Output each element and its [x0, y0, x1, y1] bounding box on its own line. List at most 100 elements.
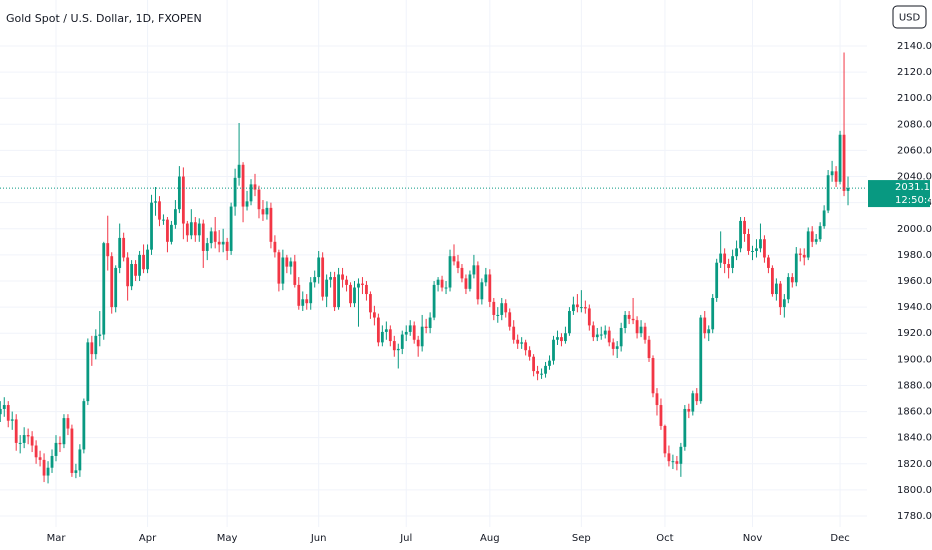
candle-body: [739, 220, 742, 249]
candle-body: [392, 341, 396, 351]
candle-body: [317, 257, 321, 278]
candle-body: [615, 346, 619, 349]
candle-body: [723, 253, 727, 265]
candle-body: [197, 223, 201, 236]
candle-body: [380, 331, 384, 343]
candle-body: [110, 256, 114, 308]
candle-body: [432, 284, 436, 318]
candle-body: [158, 201, 161, 220]
candle-body: [814, 239, 818, 242]
candle-body: [687, 408, 691, 412]
candle-body: [834, 171, 838, 182]
candle-body: [257, 189, 261, 210]
candle-body: [468, 274, 472, 289]
candle-body: [62, 418, 66, 445]
candle-body: [480, 282, 484, 300]
candle-body: [269, 207, 273, 242]
candle-body: [6, 405, 10, 421]
candle-body: [719, 253, 723, 263]
candle-body: [810, 231, 814, 242]
candle-body: [18, 442, 22, 444]
y-tick-label: 2080.00: [897, 119, 932, 130]
candle-body: [639, 326, 643, 334]
candle-body: [667, 453, 671, 462]
candle-body: [162, 219, 165, 221]
candle-body: [58, 442, 62, 445]
candle-body: [170, 224, 173, 242]
candle-body: [293, 261, 297, 285]
candle-body: [583, 307, 587, 309]
candle-body: [396, 348, 400, 351]
candle-body: [357, 283, 360, 288]
candle-body: [94, 335, 98, 355]
candle-body: [209, 231, 213, 244]
x-tick-label: Dec: [830, 533, 849, 544]
currency-label[interactable]: USD: [899, 13, 921, 24]
candle-body: [472, 265, 476, 275]
candle-body: [460, 267, 464, 279]
candle-body: [373, 312, 376, 318]
candle-body: [400, 334, 404, 349]
candle-body: [778, 283, 782, 308]
candle-body: [46, 467, 50, 476]
candle-body: [349, 284, 352, 304]
candle-body: [122, 237, 126, 258]
candle-body: [237, 164, 241, 178]
candle-body: [771, 267, 774, 295]
candle-body: [830, 171, 834, 176]
candle-body: [464, 278, 468, 289]
candle-body: [763, 239, 766, 258]
candle-body: [436, 279, 440, 285]
candle-body: [540, 373, 543, 375]
candle-body: [711, 297, 715, 330]
candle-body: [715, 262, 719, 298]
candle-body: [695, 393, 699, 402]
candle-body: [611, 342, 615, 349]
candle-body: [10, 419, 14, 421]
candle-body: [54, 442, 58, 456]
candle-body: [369, 294, 372, 313]
currency-button[interactable]: [892, 5, 927, 29]
x-tick-label: Aug: [480, 533, 500, 544]
candle-body: [229, 206, 233, 251]
candle-body: [679, 446, 683, 464]
candle-body: [659, 405, 663, 426]
candle-body: [560, 337, 563, 342]
candle-body: [301, 299, 305, 306]
candle-body: [22, 435, 26, 443]
candle-body: [790, 277, 794, 283]
candle-body: [822, 210, 826, 227]
candle-body: [408, 325, 412, 332]
candle-body: [150, 202, 153, 250]
candle-body: [512, 326, 516, 340]
candle-body: [321, 257, 325, 297]
candle-body: [341, 274, 344, 280]
candle-body: [568, 311, 571, 334]
candle-body: [675, 461, 679, 464]
y-tick-label: 1900.00: [897, 354, 932, 365]
chart-title: Gold Spot / U.S. Dollar, 1D, FXOPEN: [6, 12, 202, 25]
candle-body: [428, 317, 432, 329]
candle-body: [575, 304, 579, 308]
candle-body: [818, 226, 822, 240]
candle-body: [842, 134, 846, 191]
candle-body: [138, 254, 141, 276]
candle-body: [365, 284, 368, 295]
y-tick-label: 2000.00: [897, 224, 932, 235]
x-tick-label: May: [217, 533, 238, 544]
y-tick-label: 1840.00: [897, 433, 932, 444]
candle-body: [798, 253, 802, 255]
candle-body: [794, 253, 798, 283]
countdown-label: 12:50:49: [895, 195, 932, 206]
candle-body: [603, 330, 607, 335]
candle-body: [627, 314, 631, 319]
candle-body: [703, 317, 707, 334]
candle-body: [313, 277, 317, 283]
last-price-box: [868, 180, 930, 208]
candle-body: [691, 393, 695, 412]
candle-body: [245, 201, 249, 207]
candle-body: [376, 317, 380, 343]
candle-body: [743, 220, 746, 234]
candle-body: [142, 254, 145, 270]
candle-body: [651, 358, 655, 394]
